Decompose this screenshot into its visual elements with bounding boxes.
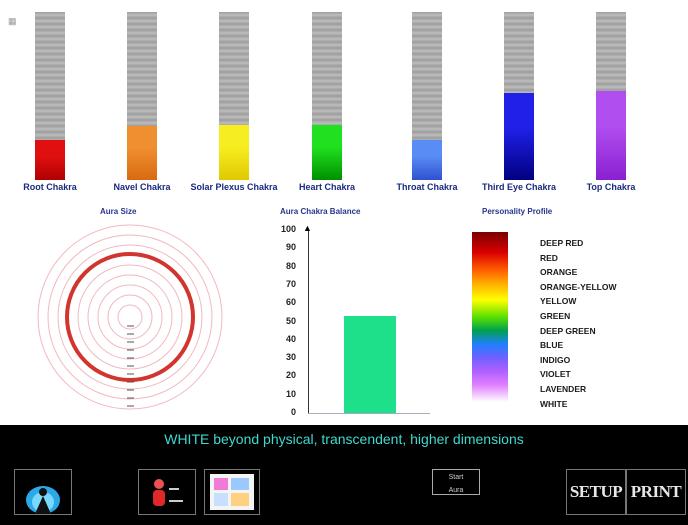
aura-ring — [87, 274, 173, 360]
aura-ring — [47, 234, 213, 400]
aura-ring — [57, 244, 203, 390]
print-button[interactable]: PRINT — [626, 469, 686, 515]
profile-item: YELLOW — [540, 296, 577, 307]
bottom-bar: WHITE beyond physical, transcendent, hig… — [0, 425, 688, 525]
chakra-column — [412, 12, 442, 180]
chakra-label: Solar Plexus Chakra — [190, 182, 278, 192]
chakra-label: Throat Chakra — [396, 182, 458, 192]
chakra-level-bar — [596, 91, 626, 180]
chakra-label: Navel Chakra — [113, 182, 171, 192]
corner-icon: ▦ — [8, 16, 17, 26]
aura-size-circle — [65, 252, 195, 382]
profile-item: GREEN — [540, 310, 571, 321]
profile-item: LAVENDER — [540, 383, 587, 394]
profile-item: ORANGE-YELLOW — [540, 281, 617, 292]
personality-profile-list: DEEP RED RED ORANGE ORANGE-YELLOW YELLOW GREE… — [540, 236, 617, 411]
aura-ring — [37, 224, 223, 410]
balance-axis — [308, 230, 309, 414]
aura-button[interactable] — [14, 469, 72, 515]
chakra-label: Third Eye Chakra — [481, 182, 557, 192]
aura-size-diagram — [37, 224, 223, 410]
profile-title: Personality Profile — [482, 207, 553, 216]
setup-button[interactable]: SETUP — [566, 469, 626, 515]
chakra-level-bar — [312, 125, 342, 180]
balance-tick-label: 10 — [285, 388, 296, 399]
person-icon — [153, 479, 183, 506]
aura-size-title: Aura Size — [100, 207, 137, 216]
balance-baseline — [308, 413, 430, 414]
print-label: PRINT — [630, 482, 682, 501]
profile-item: ORANGE — [540, 267, 578, 278]
chakra-label: Heart Chakra — [298, 182, 356, 192]
profile-item: WHITE — [540, 398, 568, 409]
chakra-level-bar — [35, 140, 65, 180]
chakra-level-bar — [127, 126, 157, 180]
balance-tick-label: 0 — [290, 407, 296, 417]
start-line: Start — [448, 474, 464, 481]
chakra-column — [312, 12, 342, 180]
aura-ring — [107, 294, 153, 340]
balance-bar — [344, 316, 396, 413]
balance-tick-label: 80 — [285, 260, 296, 271]
picture-icon — [210, 474, 254, 510]
profile-item: INDIGO — [540, 354, 571, 365]
chakra-column — [35, 12, 65, 180]
profile-item: DEEP GREEN — [540, 325, 596, 336]
axis-arrow-icon: ▲ — [303, 223, 312, 233]
chakra-label: Root Chakra — [23, 182, 77, 192]
profile-item: DEEP RED — [540, 238, 584, 248]
aura-ring — [97, 284, 163, 350]
balance-tick-label: 40 — [285, 333, 296, 344]
aura-line: Aura — [448, 487, 464, 494]
aura-ring — [77, 264, 183, 370]
balance-tick-label: 30 — [285, 352, 296, 363]
profile-item: RED — [540, 252, 558, 263]
chakra-label: Top Chakra — [586, 182, 636, 192]
profile-item: VIOLET — [540, 369, 571, 380]
chakra-level-bar — [219, 125, 249, 180]
color-spectrum — [472, 232, 508, 402]
balance-tick-label: 20 — [285, 370, 296, 381]
balance-chart: 100 90 80 70 60 50 40 30 20 10 0 ▲ — [270, 222, 440, 422]
chakra-column — [504, 12, 534, 180]
balance-tick-label: 50 — [285, 315, 296, 326]
chakra-level-bar — [412, 140, 442, 180]
chakra-column — [127, 12, 157, 180]
aura-figure-icon — [26, 486, 60, 514]
chakra-level-bar — [504, 93, 534, 180]
person-button[interactable] — [138, 469, 196, 515]
chakra-column — [219, 12, 249, 180]
main-panel: ▦ Root Chakra Navel Chakra Solar Plexus Ch… — [8, 12, 636, 422]
balance-tick-label: 70 — [285, 278, 296, 289]
start-aura-button[interactable]: Start Aura — [432, 469, 480, 495]
balance-title: Aura Chakra Balance — [280, 207, 361, 216]
picture-button[interactable] — [204, 469, 260, 515]
profile-item: BLUE — [540, 340, 564, 351]
balance-tick-label: 100 — [280, 224, 296, 234]
setup-label: SETUP — [569, 482, 623, 501]
balance-tick-label: 60 — [285, 297, 296, 308]
status-text: WHITE beyond physical, transcendent, hig… — [164, 431, 524, 447]
chakra-column — [596, 12, 626, 180]
aura-ring — [117, 304, 143, 330]
balance-tick-label: 90 — [285, 242, 296, 253]
